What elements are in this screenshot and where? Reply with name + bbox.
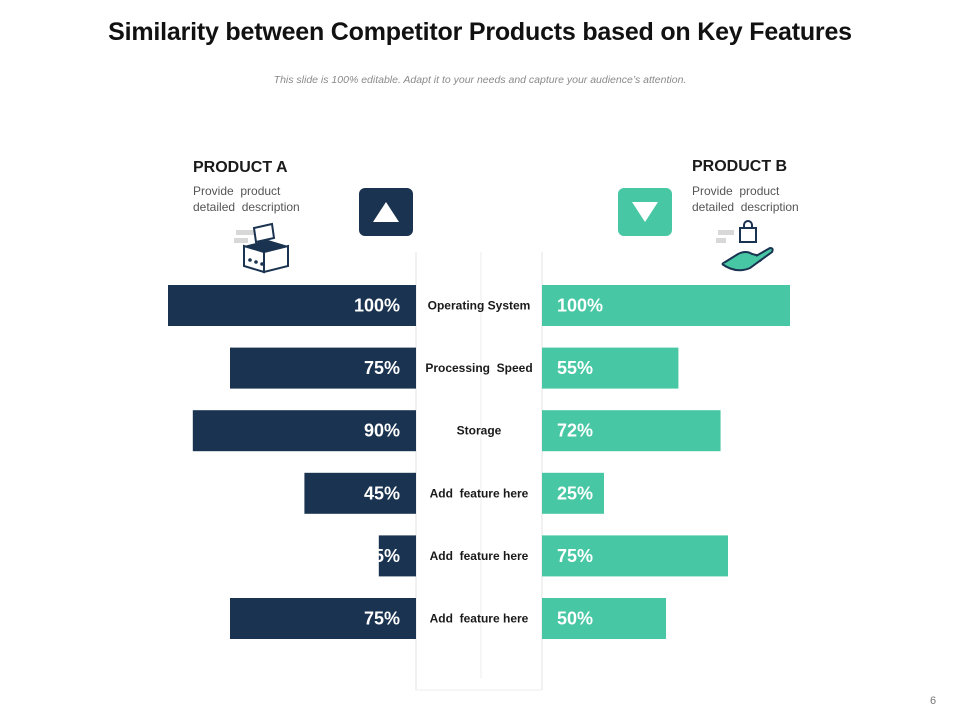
feature-label: Processing Speed (425, 361, 532, 375)
bar-product-a (168, 285, 416, 326)
bar-label-product-a: 15% (364, 546, 400, 566)
bar-product-b (542, 535, 728, 577)
product-a-desc-line2: detailed description (193, 200, 300, 214)
triangle-down-icon (632, 202, 658, 222)
product-b-desc-line2: detailed description (692, 200, 799, 214)
bar-label-product-b: 100% (557, 296, 603, 316)
product-a-name: PRODUCT A (193, 159, 288, 176)
bar-label-product-a: 75% (364, 358, 400, 378)
triangle-up-icon (373, 202, 399, 222)
open-box-icon (234, 222, 289, 274)
slide-subtitle: This slide is 100% editable. Adapt it to… (273, 74, 687, 86)
hand-holding-bag-icon (716, 220, 774, 272)
bar-product-a (304, 472, 416, 514)
product-b-name: PRODUCT B (692, 158, 788, 175)
bar-label-product-b: 75% (557, 546, 593, 566)
feature-label: Add feature here (430, 612, 529, 626)
feature-label: Storage (457, 424, 502, 438)
product-a-arrow-box (359, 188, 413, 236)
bar-label-product-a: 75% (364, 609, 400, 629)
bar-product-a (378, 535, 416, 577)
feature-labels: Operating System Processing Speed Storage A… (425, 299, 532, 626)
bar-product-b (542, 285, 790, 326)
center-column-bg (416, 252, 542, 690)
bar-label-product-b: 25% (557, 483, 593, 503)
product-b-bars: 100% 55% 72% 25% 75% 50% (542, 285, 790, 639)
page-number: 6 (930, 695, 937, 707)
product-a-desc-line1: Provide product (193, 184, 281, 198)
product-b-desc-line1: Provide product (692, 184, 780, 198)
product-a-description: Provide product detailed description (193, 183, 323, 215)
bar-product-a (192, 410, 416, 452)
bar-label-product-b: 72% (557, 421, 593, 441)
feature-label: Add feature here (430, 486, 529, 500)
bar-product-a (230, 347, 416, 389)
bar-label-product-b: 55% (557, 358, 593, 378)
product-a-bars: 100% 75% 90% 45% 15% 75% (168, 285, 416, 639)
slide-title: Similarity between Competitor Products b… (108, 18, 852, 46)
bar-product-b (542, 472, 604, 514)
bar-product-a (230, 598, 416, 639)
product-b-description: Provide product detailed description (692, 183, 822, 215)
feature-label: Operating System (428, 299, 531, 313)
bar-label-product-b: 50% (557, 609, 593, 629)
bar-label-product-a: 100% (354, 296, 400, 316)
bar-label-product-a: 45% (364, 483, 400, 503)
bar-label-product-a: 90% (364, 421, 400, 441)
bar-product-b (542, 410, 721, 452)
product-b-arrow-box (618, 188, 672, 236)
bar-product-b (542, 347, 679, 389)
bar-product-b (542, 598, 666, 639)
feature-label: Add feature here (430, 549, 529, 563)
